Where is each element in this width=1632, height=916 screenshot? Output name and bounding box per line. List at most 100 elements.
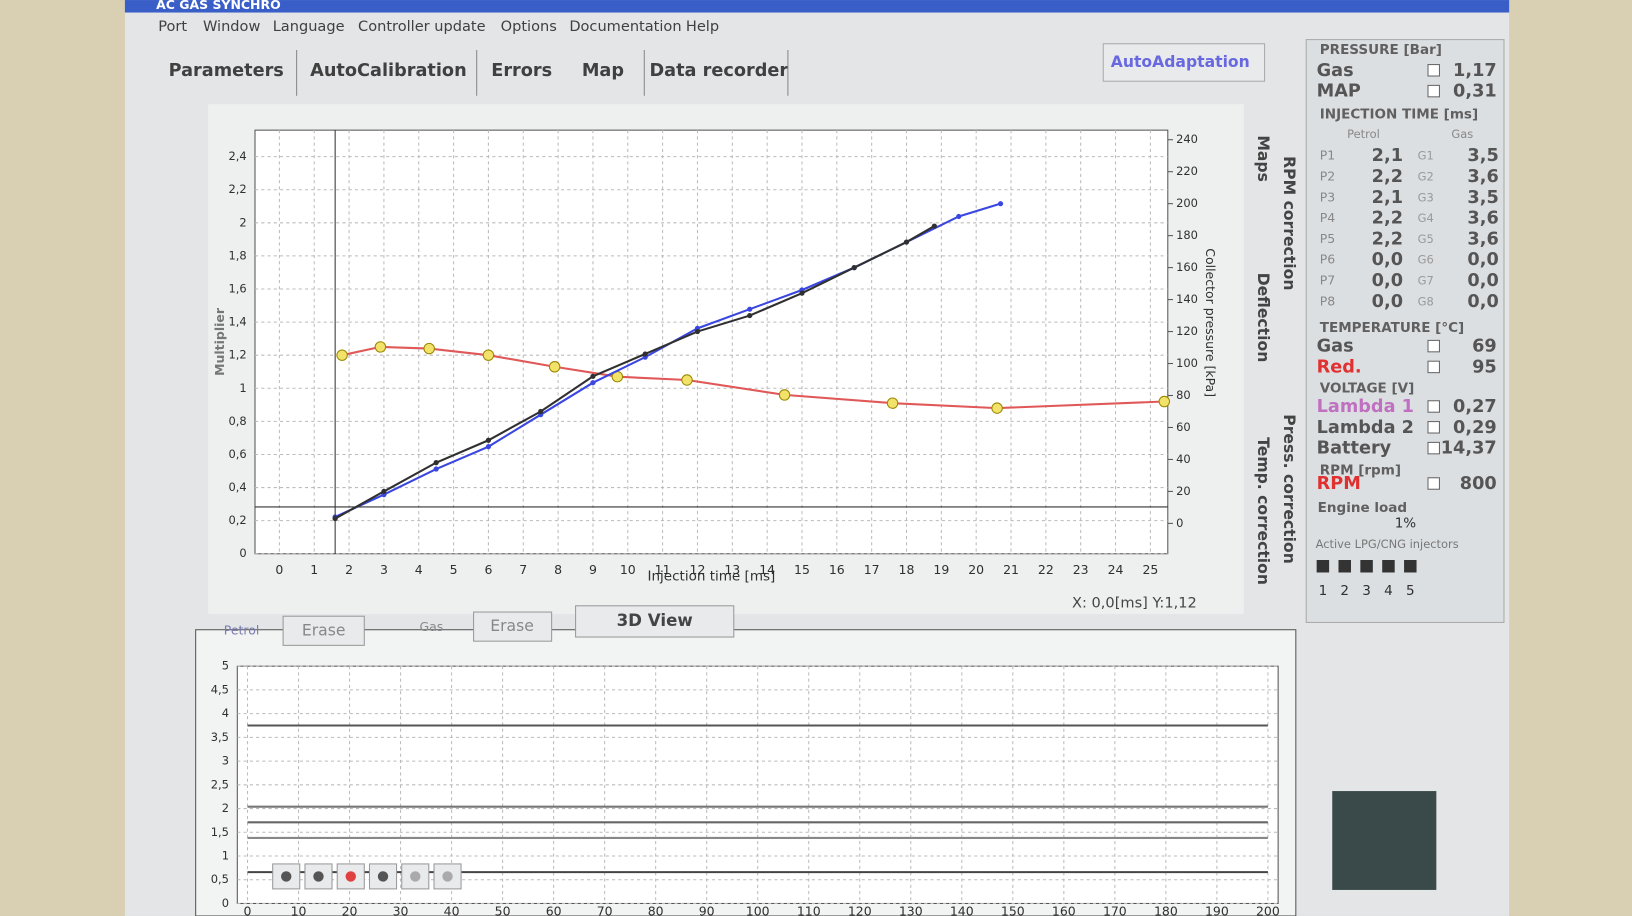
data-point <box>851 265 857 271</box>
x-tick-label: 190 <box>1205 903 1229 916</box>
injector-value: 3,5 <box>1467 146 1498 166</box>
injector-icon <box>1360 560 1373 573</box>
erase-label[interactable]: Erase <box>302 621 346 639</box>
menu-item[interactable]: Window <box>203 18 261 35</box>
erase-label[interactable]: Erase <box>490 617 534 635</box>
tab[interactable]: Parameters <box>169 61 284 81</box>
menu-item[interactable]: Options <box>501 18 557 35</box>
injector-value: 2,2 <box>1372 167 1403 187</box>
side-tab[interactable]: Maps <box>1254 135 1272 182</box>
injector-label: P7 <box>1320 273 1335 288</box>
menu-item[interactable]: Documentation <box>569 18 681 35</box>
x-tick-label: 130 <box>899 903 923 916</box>
y-tick-label: 5 <box>222 659 229 673</box>
autoadaptation-button[interactable] <box>1102 43 1266 82</box>
x-tick-label: 11 <box>655 562 671 577</box>
y-tick-label: 3,5 <box>211 730 229 744</box>
erase-button[interactable] <box>473 611 553 642</box>
y2-tick-label: 60 <box>1176 420 1191 434</box>
autoadaptation-label[interactable]: AutoAdaptation <box>1111 53 1250 71</box>
y-tick-label: 1,4 <box>228 315 246 329</box>
x-tick-label: 2 <box>345 562 353 577</box>
data-point <box>778 389 791 401</box>
panel-label: Red. <box>1317 357 1362 377</box>
x-tick-label: 60 <box>546 903 562 916</box>
y-tick-label: 0 <box>239 546 246 560</box>
x-tick-label: 170 <box>1103 903 1127 916</box>
injector-value: 2,2 <box>1372 209 1403 229</box>
tab[interactable]: Errors <box>491 61 552 81</box>
x-tick-label: 80 <box>648 903 664 916</box>
checkbox <box>1427 360 1440 374</box>
y-tick-label: 2,4 <box>228 149 246 163</box>
x-tick-label: 15 <box>794 562 810 577</box>
y-tick-label: 1 <box>222 849 229 863</box>
y-axis-title: Multiplier <box>212 307 227 376</box>
injector-icon <box>1404 560 1417 573</box>
x-tick-label: 30 <box>393 903 409 916</box>
data-point <box>886 397 899 409</box>
injector-number: 2 <box>1340 583 1349 599</box>
injector-number: 1 <box>1319 583 1328 599</box>
side-tab[interactable]: Press. correction <box>1280 414 1298 564</box>
x-tick-label: 24 <box>1108 562 1124 577</box>
injector-value: 3,6 <box>1467 209 1498 229</box>
panel-value: 69 <box>1472 337 1497 357</box>
side-tab[interactable]: Deflection <box>1254 273 1272 363</box>
data-point <box>374 341 387 353</box>
tab[interactable]: Map <box>582 61 624 81</box>
y2-tick-label: 200 <box>1176 196 1198 210</box>
y2-tick-label: 120 <box>1176 324 1198 338</box>
y-tick-label: 1,6 <box>228 281 246 295</box>
x-tick-label: 120 <box>848 903 872 916</box>
panel-value: 800 <box>1460 474 1497 494</box>
y2-tick-label: 160 <box>1176 260 1198 274</box>
injector-number: 5 <box>1406 583 1415 599</box>
menu-item[interactable]: Help <box>686 18 719 35</box>
injector-label: G5 <box>1418 232 1434 246</box>
y-tick-label: 2,5 <box>211 777 229 791</box>
injector-number: 4 <box>1384 583 1393 599</box>
menu-item[interactable]: Port <box>158 18 187 35</box>
load-value: 1% <box>1395 516 1417 532</box>
view3d-button[interactable] <box>575 605 735 638</box>
data-point <box>956 213 962 220</box>
cursor-readout: X: 0,0[ms] Y:1,12 <box>1072 595 1197 612</box>
x-tick-label: 90 <box>699 903 715 916</box>
x-tick-label: 12 <box>690 562 706 577</box>
injector-icon <box>1316 560 1330 573</box>
menu-item[interactable]: Language <box>273 18 345 35</box>
injector-value: 0,0 <box>1467 250 1498 270</box>
x-tick-label: 200 <box>1256 903 1280 916</box>
data-point <box>590 380 596 386</box>
data-point <box>991 402 1003 414</box>
menu-item[interactable]: Controller update <box>358 18 486 35</box>
view3d-label[interactable]: 3D View <box>617 611 693 630</box>
y2-axis-title: Collector pressure [kPa] <box>1203 248 1218 397</box>
x-tick-label: 19 <box>933 562 949 577</box>
x-tick-label: 13 <box>724 562 740 577</box>
erase-button[interactable] <box>282 615 365 646</box>
y2-tick-label: 140 <box>1176 292 1198 306</box>
x-tick-label: 50 <box>495 903 511 916</box>
panel-label: Lambda 1 <box>1317 397 1414 417</box>
toolbar-button[interactable] <box>368 863 398 890</box>
data-point <box>799 290 805 296</box>
side-tab[interactable]: RPM correction <box>1280 156 1298 290</box>
side-tab[interactable]: Temp. correction <box>1254 437 1272 585</box>
tab[interactable]: AutoCalibration <box>310 61 467 81</box>
panel-label: Lambda 2 <box>1317 418 1414 438</box>
injector-label: P2 <box>1320 168 1335 183</box>
toolbar-icon <box>281 871 292 882</box>
y-tick-label: 0,5 <box>211 872 229 886</box>
toolbar-icon <box>410 871 421 882</box>
injector-value: 3,6 <box>1467 167 1498 187</box>
y-tick-label: 0 <box>222 896 229 910</box>
data-point <box>485 437 492 443</box>
tab[interactable]: Data recorder <box>649 61 788 81</box>
y-tick-label: 1 <box>239 381 246 395</box>
x-tick-label: 180 <box>1154 903 1178 916</box>
y-tick-label: 1,2 <box>228 348 246 362</box>
panel-label: MAP <box>1317 82 1361 102</box>
